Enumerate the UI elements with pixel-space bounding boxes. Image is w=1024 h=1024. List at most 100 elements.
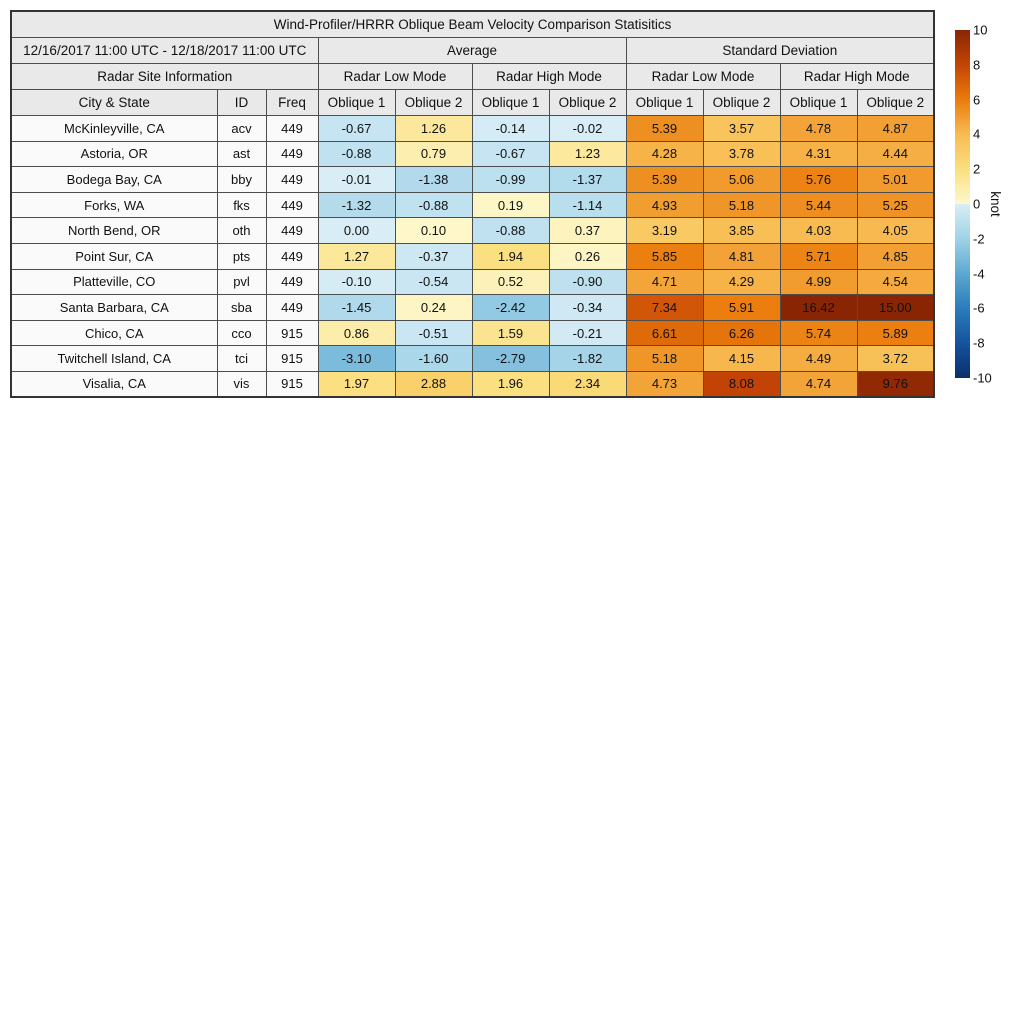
value-cell: 4.44	[856, 140, 935, 168]
city-cell: North Bend, OR	[10, 217, 218, 244]
value-cell: -0.88	[471, 217, 550, 244]
comparison-stats-table: Wind-Profiler/HRRR Oblique Beam Velocity…	[10, 10, 936, 399]
value-cell: 5.18	[625, 345, 704, 372]
city-cell: McKinleyville, CA	[10, 115, 218, 142]
id-header: ID	[216, 89, 267, 116]
site-id-cell: pvl	[216, 268, 267, 296]
value-cell: -0.51	[394, 319, 473, 347]
value-cell: -0.01	[317, 166, 396, 193]
value-cell: 3.19	[625, 217, 704, 244]
colorbar-gradient	[955, 30, 970, 378]
city-cell: Point Sur, CA	[10, 242, 218, 270]
city-state-header: City & State	[10, 89, 218, 116]
table-row: Astoria, OR ast 449 -0.88 0.79 -0.67 1.23 4.28 3…	[10, 140, 935, 168]
value-cell: 0.79	[394, 140, 473, 168]
value-cell: 4.85	[856, 242, 935, 270]
site-id-cell: ast	[216, 140, 267, 168]
value-cell: -1.45	[317, 294, 396, 321]
value-cell: 1.26	[394, 115, 473, 142]
value-cell: 4.81	[702, 242, 781, 270]
freq-cell: 449	[265, 115, 319, 142]
colorbar-tick-label: -8	[973, 335, 985, 351]
value-cell: 5.01	[856, 166, 935, 193]
group-header-row-1: 12/16/2017 11:00 UTC - 12/18/2017 11:00 …	[10, 37, 935, 64]
value-cell: 4.54	[856, 268, 935, 296]
value-cell: 5.18	[702, 191, 781, 219]
value-cell: -1.82	[548, 345, 627, 372]
value-cell: 1.27	[317, 242, 396, 270]
freq-cell: 449	[265, 166, 319, 193]
freq-cell: 449	[265, 191, 319, 219]
value-cell: 0.24	[394, 294, 473, 321]
table-row: Chico, CA cco 915 0.86 -0.51 1.59 -0.21 6.61 6.2…	[10, 319, 935, 347]
oblique2-header: Oblique 2	[394, 89, 473, 116]
value-cell: 3.78	[702, 140, 781, 168]
value-cell: 5.74	[779, 319, 858, 347]
value-cell: -2.79	[471, 345, 550, 372]
value-cell: 6.61	[625, 319, 704, 347]
value-cell: 0.52	[471, 268, 550, 296]
freq-cell: 915	[265, 370, 319, 398]
value-cell: 4.15	[702, 345, 781, 372]
value-cell: -0.14	[471, 115, 550, 142]
value-cell: 7.34	[625, 294, 704, 321]
value-cell: -0.67	[317, 115, 396, 142]
city-cell: Twitchell Island, CA	[10, 345, 218, 372]
value-cell: 9.76	[856, 370, 935, 398]
date-period-cell: 12/16/2017 11:00 UTC - 12/18/2017 11:00 …	[10, 37, 319, 64]
value-cell: 16.42	[779, 294, 858, 321]
value-cell: 3.72	[856, 345, 935, 372]
value-cell: 5.71	[779, 242, 858, 270]
value-cell: 1.59	[471, 319, 550, 347]
table-row: Santa Barbara, CA sba 449 -1.45 0.24 -2.42 -0.…	[10, 294, 935, 321]
city-cell: Forks, WA	[10, 191, 218, 219]
value-cell: 4.49	[779, 345, 858, 372]
oblique2-header: Oblique 2	[702, 89, 781, 116]
colorbar-tick-label: 0	[973, 196, 981, 212]
freq-cell: 449	[265, 268, 319, 296]
freq-cell: 449	[265, 217, 319, 244]
value-cell: 4.05	[856, 217, 935, 244]
freq-cell: 915	[265, 345, 319, 372]
value-cell: -0.88	[317, 140, 396, 168]
value-cell: 5.39	[625, 115, 704, 142]
value-cell: -1.38	[394, 166, 473, 193]
value-cell: 5.25	[856, 191, 935, 219]
value-cell: 0.19	[471, 191, 550, 219]
value-cell: 4.28	[625, 140, 704, 168]
value-cell: 4.78	[779, 115, 858, 142]
table-row: Forks, WA fks 449 -1.32 -0.88 0.19 -1.14 4.93 5.…	[10, 191, 935, 219]
value-cell: 2.88	[394, 370, 473, 398]
value-cell: 5.76	[779, 166, 858, 193]
value-cell: 4.87	[856, 115, 935, 142]
value-cell: 4.71	[625, 268, 704, 296]
oblique1-header: Oblique 1	[625, 89, 704, 116]
value-cell: 5.85	[625, 242, 704, 270]
city-cell: Bodega Bay, CA	[10, 166, 218, 193]
colorbar-tick-label: -2	[973, 231, 985, 247]
value-cell: -0.67	[471, 140, 550, 168]
value-cell: 0.26	[548, 242, 627, 270]
site-id-cell: oth	[216, 217, 267, 244]
title-row: Wind-Profiler/HRRR Oblique Beam Velocity…	[10, 10, 935, 38]
value-cell: 5.39	[625, 166, 704, 193]
value-cell: -0.21	[548, 319, 627, 347]
value-cell: -0.54	[394, 268, 473, 296]
value-cell: -1.37	[548, 166, 627, 193]
value-cell: 3.57	[702, 115, 781, 142]
radar-site-info-header: Radar Site Information	[10, 63, 319, 90]
value-cell: -0.99	[471, 166, 550, 193]
value-cell: 1.97	[317, 370, 396, 398]
value-cell: -1.14	[548, 191, 627, 219]
value-cell: 4.74	[779, 370, 858, 398]
site-id-cell: fks	[216, 191, 267, 219]
site-id-cell: acv	[216, 115, 267, 142]
colorbar-tick-label: 4	[973, 126, 981, 142]
value-cell: -2.42	[471, 294, 550, 321]
colorbar-tick-label: 2	[973, 161, 981, 177]
value-cell: -0.10	[317, 268, 396, 296]
site-id-cell: cco	[216, 319, 267, 347]
value-cell: 5.44	[779, 191, 858, 219]
oblique2-header: Oblique 2	[856, 89, 935, 116]
